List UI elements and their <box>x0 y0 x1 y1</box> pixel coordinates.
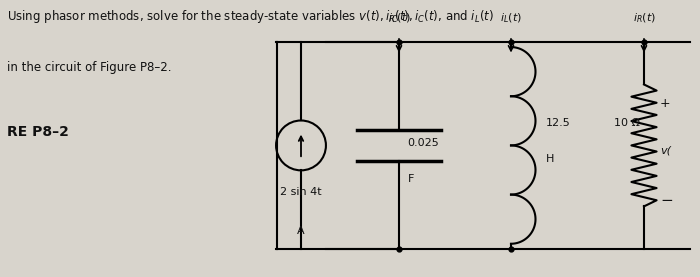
Text: in the circuit of Figure P8–2.: in the circuit of Figure P8–2. <box>7 61 172 74</box>
Text: +: + <box>660 98 671 110</box>
Text: 10 Ω: 10 Ω <box>615 118 640 128</box>
Text: 0.025: 0.025 <box>407 138 439 148</box>
Text: F: F <box>407 174 414 184</box>
Text: $i_L(t)$: $i_L(t)$ <box>500 11 522 25</box>
Text: RE P8–2: RE P8–2 <box>7 125 69 139</box>
Text: $i_C(t)$: $i_C(t)$ <box>388 11 410 25</box>
Text: 12.5: 12.5 <box>546 118 570 128</box>
Text: H: H <box>546 154 554 164</box>
Text: $i_R(t)$: $i_R(t)$ <box>633 11 655 25</box>
Text: v(: v( <box>660 146 671 156</box>
Text: −: − <box>660 193 673 208</box>
Text: Using phasor methods, solve for the steady-state variables $v(t), i_R(t), i_C(t): Using phasor methods, solve for the stea… <box>7 8 494 25</box>
Text: A: A <box>298 226 304 236</box>
Text: 2 sin 4t: 2 sin 4t <box>280 187 322 197</box>
